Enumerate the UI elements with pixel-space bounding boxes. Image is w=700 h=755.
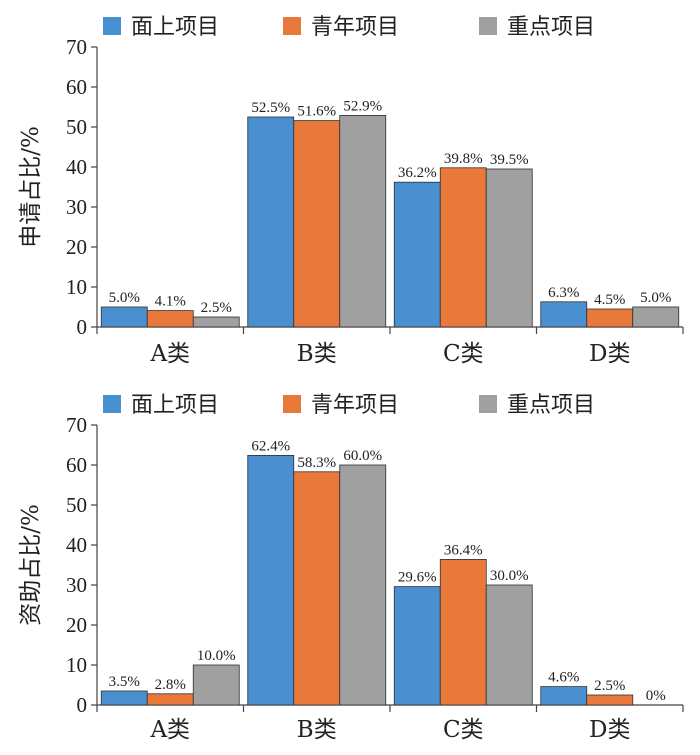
legend-label: 面上项目 bbox=[131, 15, 219, 40]
bar-重点项目-B类 bbox=[339, 115, 387, 328]
data-label: 39.5% bbox=[490, 152, 529, 168]
y-tick-label: 10 bbox=[66, 653, 87, 677]
x-category-label: D类 bbox=[589, 717, 630, 743]
data-label: 36.2% bbox=[398, 165, 437, 181]
data-label: 10.0% bbox=[197, 648, 236, 664]
y-tick-label: 50 bbox=[66, 115, 87, 139]
bar-重点项目-B类 bbox=[339, 464, 387, 706]
bar-青年项目-C类 bbox=[439, 559, 487, 706]
data-label: 4.5% bbox=[594, 292, 625, 308]
y-tick-label: 30 bbox=[66, 195, 87, 219]
data-label: 5.0% bbox=[640, 290, 671, 306]
y-tick-label: 20 bbox=[66, 613, 87, 637]
x-category-label: B类 bbox=[297, 717, 337, 743]
data-label: 2.5% bbox=[201, 300, 232, 316]
legend-swatch bbox=[479, 17, 497, 35]
data-label: 29.6% bbox=[398, 570, 437, 586]
y-tick-label: 60 bbox=[66, 453, 87, 477]
legend-label: 重点项目 bbox=[507, 15, 595, 40]
legend-label: 青年项目 bbox=[311, 15, 399, 40]
bar-面上项目-C类 bbox=[393, 586, 441, 706]
data-label: 2.5% bbox=[594, 678, 625, 694]
bar-重点项目-A类 bbox=[192, 664, 240, 706]
y-axis-title: 资助占比/% bbox=[18, 504, 44, 626]
data-label: 62.4% bbox=[251, 438, 290, 454]
y-tick-label: 70 bbox=[66, 413, 87, 437]
bar-青年项目-D类 bbox=[586, 694, 634, 706]
x-category-label: B类 bbox=[297, 341, 337, 367]
bar-青年项目-C类 bbox=[439, 167, 487, 328]
bar-青年项目-B类 bbox=[293, 471, 341, 706]
legend-swatch bbox=[283, 395, 301, 413]
y-tick-label: 50 bbox=[66, 493, 87, 517]
y-tick-label: 70 bbox=[66, 35, 87, 59]
y-tick-label: 0 bbox=[77, 693, 88, 717]
data-label: 4.1% bbox=[155, 294, 186, 310]
y-tick-label: 30 bbox=[66, 573, 87, 597]
legend-swatch bbox=[283, 17, 301, 35]
data-label: 2.8% bbox=[155, 677, 186, 693]
bar-面上项目-A类 bbox=[100, 306, 148, 328]
bar-青年项目-B类 bbox=[293, 120, 341, 328]
chart-top-application-share: 0 10 20 30 40 50 60 70 A类 B类 C类 D类 5.0% 52.5% 36.2% 6.3… bbox=[18, 15, 684, 367]
bar-重点项目-C类 bbox=[485, 168, 533, 328]
bar-面上项目-C类 bbox=[393, 181, 441, 328]
data-label: 30.0% bbox=[490, 568, 529, 584]
x-category-label: A类 bbox=[149, 341, 190, 367]
data-label: 36.4% bbox=[444, 542, 483, 558]
legend-swatch bbox=[103, 17, 121, 35]
data-label: 39.8% bbox=[444, 151, 483, 167]
bar-重点项目-A类 bbox=[192, 316, 240, 328]
data-label: 52.5% bbox=[251, 100, 290, 116]
bar-重点项目-D类 bbox=[632, 306, 680, 328]
data-label: 58.3% bbox=[297, 455, 336, 471]
bar-面上项目-B类 bbox=[247, 454, 295, 706]
bar-面上项目-D类 bbox=[540, 686, 588, 706]
legend-swatch bbox=[103, 395, 121, 413]
y-tick-label: 20 bbox=[66, 235, 87, 259]
legend-label: 面上项目 bbox=[131, 393, 219, 418]
bar-重点项目-C类 bbox=[485, 584, 533, 706]
x-category-label: D类 bbox=[589, 341, 630, 367]
y-axis-title: 申请占比/% bbox=[18, 126, 44, 248]
chart-bottom-funding-share: 0 10 20 30 40 50 60 70 A类 B类 C类 D类 3.5% 62.4% 29.6% 4.6… bbox=[18, 393, 684, 743]
y-tick-label: 10 bbox=[66, 275, 87, 299]
y-tick-label: 40 bbox=[66, 533, 87, 557]
bar-面上项目-B类 bbox=[247, 116, 295, 328]
data-label: 60.0% bbox=[343, 448, 382, 464]
x-category-label: A类 bbox=[149, 717, 190, 743]
data-label: 4.6% bbox=[548, 670, 579, 686]
x-category-label: C类 bbox=[443, 341, 484, 367]
bar-面上项目-A类 bbox=[100, 690, 148, 706]
y-tick-label: 40 bbox=[66, 155, 87, 179]
y-tick-label: 60 bbox=[66, 75, 87, 99]
y-tick-label: 0 bbox=[77, 315, 88, 339]
bar-青年项目-A类 bbox=[146, 693, 194, 706]
data-label: 52.9% bbox=[343, 98, 382, 114]
x-category-label: C类 bbox=[443, 717, 484, 743]
data-label: 0% bbox=[646, 688, 666, 704]
bar-面上项目-D类 bbox=[540, 301, 588, 328]
data-label: 3.5% bbox=[109, 674, 140, 690]
data-label: 51.6% bbox=[297, 104, 336, 120]
bar-青年项目-D类 bbox=[586, 308, 634, 328]
legend-label: 青年项目 bbox=[311, 393, 399, 418]
bar-青年项目-A类 bbox=[146, 310, 194, 328]
data-label: 6.3% bbox=[548, 285, 579, 301]
legend-swatch bbox=[479, 395, 497, 413]
data-label: 5.0% bbox=[109, 290, 140, 306]
legend-label: 重点项目 bbox=[507, 393, 595, 418]
